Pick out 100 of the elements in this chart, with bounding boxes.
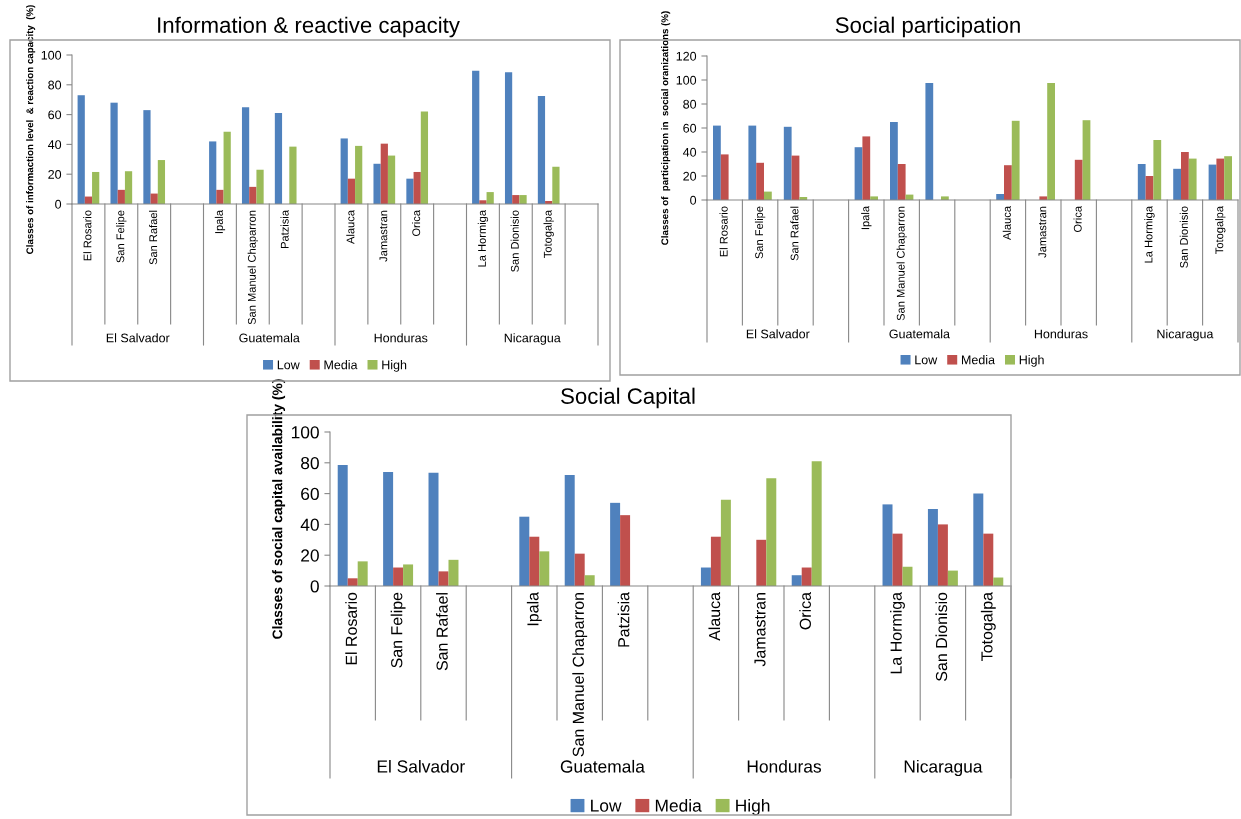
text: Nicaragua <box>504 333 561 345</box>
x-tick-label: San Dionisio <box>510 210 519 272</box>
bar <box>710 536 721 586</box>
bar <box>249 186 257 204</box>
x-tick-label: Jamastran <box>379 210 388 262</box>
bar <box>373 163 381 204</box>
x-tick-label: Ipala <box>214 210 226 234</box>
legend-label: Low <box>915 355 938 365</box>
bar <box>387 155 396 204</box>
bar <box>897 164 906 200</box>
x-tick-label: San Felipe <box>116 210 127 263</box>
x-tick-label: San Dionisio <box>935 592 948 681</box>
x-tick-label: Alauca <box>346 210 355 244</box>
legend-label: Low <box>591 799 622 812</box>
bar <box>564 475 575 586</box>
bar <box>574 553 585 586</box>
chart-title: Social Capital <box>561 387 695 409</box>
x-tick-label: San Felipe <box>754 206 766 259</box>
bar <box>766 478 777 586</box>
text: El Salvador <box>106 333 170 343</box>
legend-label: Media <box>655 799 702 812</box>
bar <box>927 509 938 586</box>
y-tick-label: 80 <box>683 99 697 109</box>
bar <box>1153 140 1162 200</box>
x-tick-label: Patzisia <box>617 592 630 647</box>
bar <box>347 578 358 586</box>
x-tick-label: Ipala <box>861 206 872 230</box>
bar <box>552 166 560 204</box>
text: Honduras <box>374 333 428 343</box>
bar <box>209 141 217 204</box>
bar <box>713 125 721 200</box>
bar <box>486 192 494 204</box>
bar <box>902 566 913 586</box>
bar <box>529 536 540 586</box>
bar <box>347 178 356 204</box>
bar <box>403 564 414 586</box>
y-tick-label: 20 <box>48 170 62 179</box>
bar <box>584 575 595 586</box>
bar <box>92 171 100 204</box>
bar <box>380 143 388 204</box>
bar <box>519 516 530 586</box>
text: Guatemala <box>889 329 950 339</box>
legend-label: High <box>1019 355 1044 367</box>
bar <box>1224 156 1232 200</box>
bar <box>357 561 368 586</box>
bar <box>256 169 264 204</box>
y-tick-label: 60 <box>48 110 62 120</box>
bar <box>406 178 414 204</box>
x-tick-label: Jamastran <box>1038 206 1047 258</box>
bar <box>882 504 893 586</box>
bar <box>1173 168 1182 200</box>
bar <box>791 575 802 586</box>
y-tick-label: 60 <box>683 123 697 133</box>
bar <box>783 126 792 200</box>
chart-title: Information & reactive capacity <box>158 16 460 38</box>
bar <box>1011 120 1020 200</box>
bar <box>811 461 822 586</box>
x-tick-label: San Dionisio <box>1179 206 1188 268</box>
bar <box>1181 152 1189 200</box>
bar <box>274 113 283 204</box>
x-tick-label: Alauca <box>1002 206 1011 240</box>
y-axis-title: Classes of social capital availability (%) <box>272 379 286 639</box>
text: Nicaragua <box>904 759 983 777</box>
legend-label: High <box>382 360 407 372</box>
y-tick-label: 100 <box>41 50 62 60</box>
text: Guatemala <box>239 333 300 343</box>
bar <box>862 136 871 200</box>
bar <box>241 107 250 204</box>
text: Honduras <box>1034 329 1088 339</box>
y-tick-label: 100 <box>291 426 319 439</box>
legend-label: Media <box>324 360 358 370</box>
legend-label: Media <box>961 355 996 365</box>
y-tick-label: 100 <box>676 75 697 85</box>
y-tick-label: 80 <box>301 456 319 470</box>
legend-label: Low <box>277 360 300 370</box>
bar <box>1074 159 1083 200</box>
bar <box>1188 158 1197 200</box>
bar <box>700 567 711 586</box>
y-tick-label: 40 <box>682 147 697 157</box>
x-tick-label: La Hormiga <box>890 592 905 674</box>
text: Guatemala <box>560 759 645 773</box>
x-tick-label: Orica <box>1073 206 1082 233</box>
bar <box>539 551 550 586</box>
x-tick-label: San Felipe <box>390 592 406 668</box>
y-tick-label: 0 <box>55 199 62 209</box>
y-tick-label: 120 <box>676 51 697 61</box>
bar <box>355 145 363 204</box>
text: El Salvador <box>746 329 810 339</box>
legend-label: High <box>736 799 770 816</box>
bar <box>720 154 729 200</box>
bar <box>337 465 348 586</box>
x-tick-label: San Rafael <box>436 593 448 671</box>
bar <box>143 110 151 204</box>
bar <box>519 195 527 204</box>
bar <box>472 70 480 204</box>
x-tick-label: San Rafael <box>790 206 799 261</box>
bar <box>383 472 394 586</box>
bar <box>77 95 85 204</box>
x-tick-label: San Manuel Chaparron <box>572 593 588 757</box>
x-tick-label: San Rafael <box>149 210 158 265</box>
